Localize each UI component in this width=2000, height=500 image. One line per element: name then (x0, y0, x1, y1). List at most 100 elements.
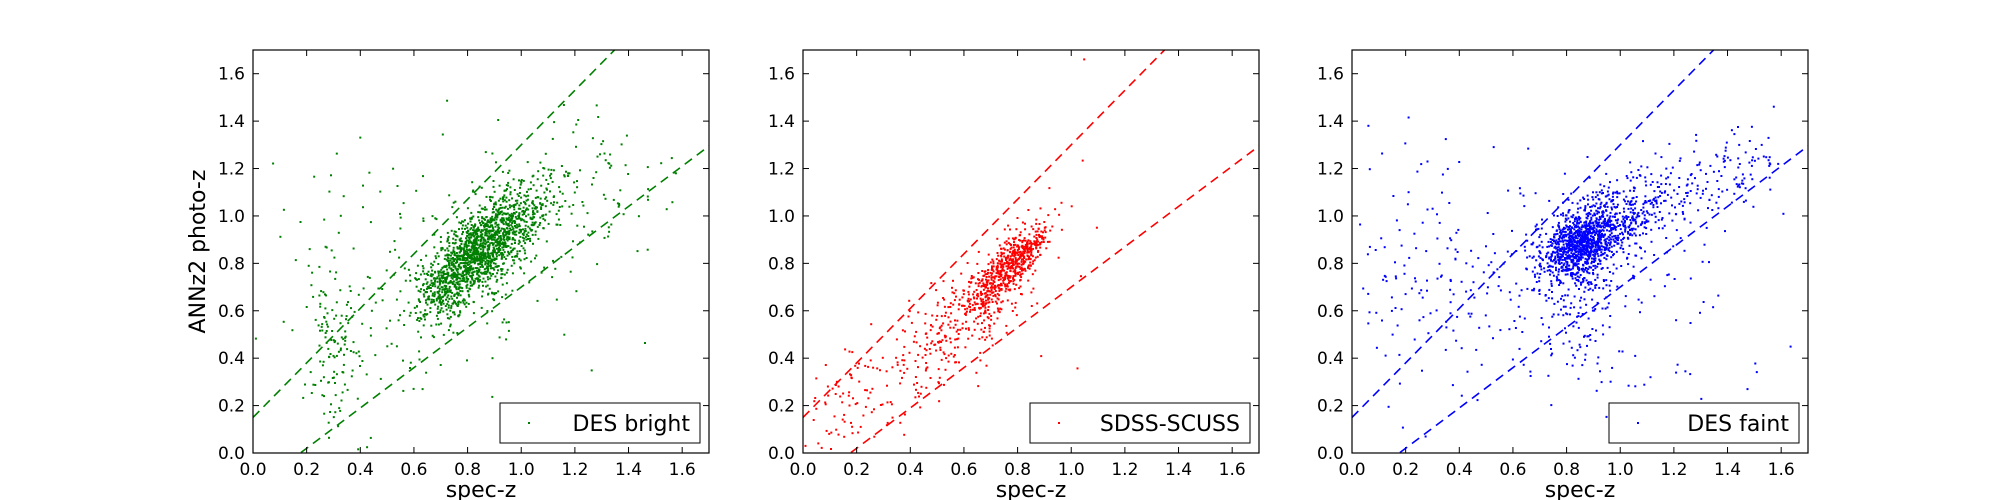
data-point (1569, 245, 1572, 247)
data-point (1572, 253, 1575, 256)
data-point (466, 251, 469, 254)
data-point (1614, 219, 1617, 222)
data-point (497, 208, 500, 211)
data-point (1022, 260, 1025, 263)
data-point (896, 363, 899, 366)
data-point (1570, 252, 1573, 255)
data-point (527, 238, 529, 240)
data-point (466, 262, 468, 265)
data-point (472, 233, 475, 236)
data-point (416, 305, 418, 308)
data-point (470, 258, 473, 261)
data-point (988, 312, 991, 315)
data-point (1536, 245, 1539, 248)
data-point (1583, 239, 1586, 242)
data-point (1611, 208, 1613, 211)
data-point (913, 383, 915, 386)
data-point (851, 351, 854, 354)
data-point (1010, 259, 1013, 262)
data-point (957, 308, 960, 311)
data-point (479, 242, 482, 245)
data-point (416, 264, 419, 267)
data-point (987, 309, 990, 311)
data-point (1562, 240, 1565, 243)
data-point (443, 284, 446, 287)
data-point (474, 258, 477, 261)
data-point (950, 352, 953, 355)
data-point (498, 246, 500, 249)
data-point (339, 289, 342, 292)
data-point (518, 241, 521, 244)
data-point (1600, 253, 1603, 256)
data-point (1715, 153, 1718, 156)
data-point (502, 200, 505, 203)
data-point (1045, 247, 1048, 250)
data-point (396, 185, 399, 187)
data-point (1034, 269, 1037, 272)
data-point (1598, 258, 1601, 261)
data-point (1000, 254, 1002, 257)
data-point (1576, 230, 1579, 233)
data-point (1748, 161, 1751, 164)
data-point (330, 403, 332, 406)
data-point (901, 359, 904, 362)
data-point (516, 199, 519, 202)
data-point (493, 238, 496, 241)
data-point (1564, 227, 1567, 230)
data-point (1607, 225, 1610, 228)
data-point (873, 435, 876, 438)
data-point (973, 301, 976, 304)
data-point (1592, 253, 1595, 256)
data-point (472, 282, 475, 285)
data-point (481, 220, 483, 223)
data-point (475, 269, 478, 272)
data-point (1563, 172, 1566, 175)
data-point (320, 379, 322, 382)
data-point (431, 273, 434, 276)
data-point (1563, 250, 1566, 253)
data-point (1018, 262, 1021, 265)
data-point (930, 342, 933, 345)
data-point (1551, 260, 1554, 263)
data-point (889, 401, 892, 404)
data-point (1556, 251, 1559, 253)
data-point (491, 226, 494, 229)
data-point (1646, 166, 1649, 169)
data-point (467, 293, 470, 296)
data-point (1572, 258, 1574, 261)
data-point (1702, 189, 1704, 192)
data-point (1767, 159, 1770, 162)
data-point (395, 345, 398, 348)
data-point (517, 195, 520, 197)
data-point (471, 278, 474, 281)
data-point (1578, 248, 1581, 251)
data-point (979, 312, 982, 315)
data-point (1019, 279, 1022, 281)
data-point (1665, 177, 1668, 180)
data-point (485, 232, 488, 235)
data-point (497, 227, 500, 230)
data-point (925, 332, 928, 335)
data-point (468, 287, 471, 290)
data-point (483, 272, 486, 275)
data-point (1540, 227, 1543, 230)
data-point (339, 349, 342, 352)
data-point (317, 324, 320, 327)
data-point (852, 397, 854, 400)
data-point (942, 280, 945, 283)
data-point (625, 134, 628, 137)
data-point (457, 294, 460, 297)
data-point (422, 220, 425, 222)
data-point (891, 366, 894, 369)
data-point (1653, 254, 1656, 256)
data-point (485, 195, 488, 198)
data-point (991, 282, 994, 285)
data-point (1001, 252, 1003, 255)
data-point (489, 219, 492, 222)
data-point (1605, 209, 1608, 212)
data-point (989, 290, 992, 293)
data-point (1485, 245, 1487, 248)
data-point (524, 252, 527, 255)
data-point (459, 237, 462, 240)
data-point (1019, 239, 1022, 242)
